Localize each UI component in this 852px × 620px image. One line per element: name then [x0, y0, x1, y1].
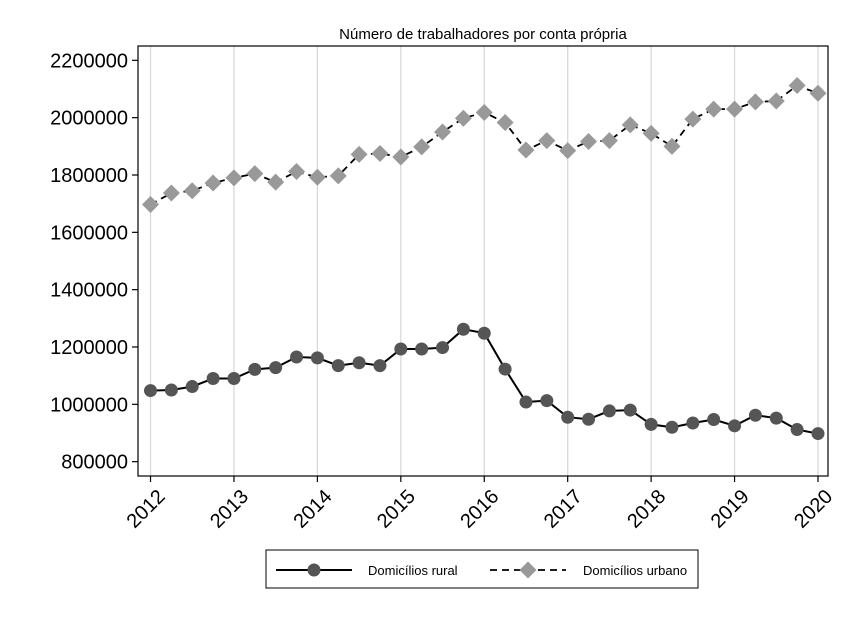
plot-frame [137, 45, 829, 477]
y-tick-label: 800000 [61, 452, 128, 474]
data-point [206, 372, 220, 386]
y-tick-label: 2200000 [50, 50, 128, 72]
data-point [477, 326, 491, 340]
data-point [623, 403, 637, 417]
series-layer [142, 77, 827, 441]
data-point [600, 132, 618, 150]
data-point [267, 173, 285, 191]
data-point [769, 411, 783, 425]
data-point [144, 384, 158, 398]
data-point [686, 416, 700, 430]
data-point [308, 168, 326, 186]
data-point [748, 408, 762, 422]
legend-label-rural: Domicílios rural [368, 563, 458, 578]
data-point [290, 350, 304, 364]
data-point [790, 423, 804, 437]
data-point [248, 362, 262, 376]
data-point [621, 116, 639, 134]
data-point [394, 342, 408, 356]
x-tick-label: 2017 [540, 486, 587, 533]
series-1 [142, 77, 827, 214]
data-point [540, 394, 554, 408]
data-point [496, 114, 514, 132]
data-point [644, 417, 658, 431]
data-point [288, 163, 306, 181]
legend-marker-urbano [519, 561, 537, 579]
data-point [767, 92, 785, 110]
x-tick-label: 2020 [790, 486, 837, 533]
data-point [642, 124, 660, 142]
data-point [162, 184, 180, 202]
y-tick-label: 1000000 [50, 394, 128, 416]
data-point [454, 109, 472, 127]
y-tick-label: 1600000 [50, 222, 128, 244]
data-point [811, 427, 825, 441]
data-point [269, 361, 283, 375]
data-point [456, 322, 470, 336]
data-point [436, 341, 450, 355]
data-point [227, 372, 241, 386]
data-point [580, 132, 598, 150]
data-point [331, 359, 345, 373]
y-tick-label: 1800000 [50, 165, 128, 187]
y-axis: 800000 1000000 1200000 1400000 1600000 180000… [50, 50, 138, 474]
x-tick-label: 2014 [290, 486, 337, 533]
data-point [559, 142, 577, 160]
legend: Domicílios rural Domicílios urbano [265, 549, 699, 589]
x-tick-label: 2015 [373, 486, 420, 533]
data-point [183, 182, 201, 200]
data-point [726, 100, 744, 118]
data-point [413, 138, 431, 156]
data-point [371, 145, 389, 162]
data-point [329, 167, 347, 185]
y-tick-label: 2000000 [50, 108, 128, 130]
x-tick-label: 2012 [123, 486, 170, 533]
data-point [185, 380, 199, 394]
data-point [684, 110, 702, 128]
x-tick-label: 2018 [623, 486, 670, 533]
data-point [663, 137, 681, 155]
data-point [705, 100, 723, 118]
data-point [728, 419, 742, 433]
series-0 [144, 322, 825, 441]
data-point [582, 412, 596, 426]
x-axis: 2012 2013 2014 2015 2016 2017 2018 2019 2020 [123, 476, 837, 533]
data-point [475, 104, 493, 122]
x-tick-label: 2019 [707, 486, 754, 533]
data-point [164, 383, 178, 397]
data-point [809, 84, 827, 102]
data-point [350, 145, 368, 163]
x-tick-label: 2013 [206, 486, 253, 533]
data-point [665, 420, 679, 434]
chart-title: Número de trabalhadores por conta própri… [339, 26, 627, 43]
data-point [746, 93, 764, 111]
data-point [204, 174, 222, 192]
y-tick-label: 1200000 [50, 337, 128, 359]
data-point [373, 359, 387, 373]
legend-marker-rural [307, 563, 321, 577]
data-point [517, 141, 535, 159]
data-point [392, 148, 410, 166]
data-point [538, 132, 556, 150]
data-point [561, 410, 575, 424]
data-point [602, 404, 616, 418]
y-tick-label: 1400000 [50, 280, 128, 302]
data-point [707, 413, 721, 427]
data-point [788, 77, 806, 95]
data-point [415, 342, 429, 356]
data-point [142, 196, 160, 214]
data-point [498, 362, 512, 376]
data-point [225, 169, 243, 187]
legend-label-urbano: Domicílios urbano [583, 563, 687, 578]
data-point [519, 395, 533, 409]
data-point [246, 165, 264, 183]
data-point [310, 351, 324, 365]
data-point [352, 356, 366, 370]
x-tick-label: 2016 [456, 486, 503, 533]
data-point [434, 123, 452, 141]
